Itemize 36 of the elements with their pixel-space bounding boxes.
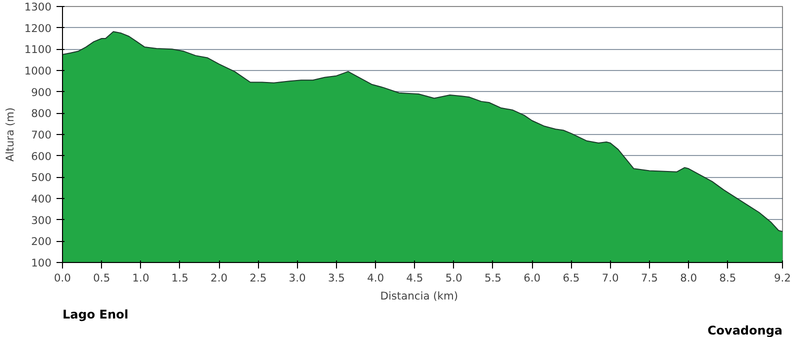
y-tick-label: 1000 [24, 64, 52, 78]
x-tick-label: 3.0 [288, 272, 306, 284]
y-tick-label: 800 [31, 107, 52, 120]
y-tick-label: 1200 [24, 22, 52, 35]
x-tick-label: 6.5 [562, 272, 580, 284]
y-tick-label: 100 [31, 256, 52, 270]
y-tick-label: 500 [31, 171, 52, 184]
x-tick-label: 0.0 [54, 272, 72, 284]
y-tick-label: 1100 [24, 43, 52, 56]
y-tick-label: 400 [31, 192, 52, 206]
text: Covadonga [707, 324, 783, 337]
y-tick-label: 300 [31, 214, 52, 227]
x-tick-label: 7.5 [640, 272, 658, 284]
text: Lago Enol [62, 308, 128, 322]
y-tick-label: 1300 [24, 0, 52, 14]
x-tick-label: 9.2 [774, 272, 791, 284]
y-tick-label: 600 [31, 150, 52, 163]
x-tick-label: 1.5 [171, 272, 188, 284]
x-tick-label: 1.0 [132, 272, 150, 284]
x-tick-label: 4.5 [406, 272, 424, 284]
y-tick-label: 700 [31, 128, 52, 142]
x-tick-label: 7.0 [602, 272, 620, 284]
x-tick-label: 5.5 [484, 272, 502, 284]
y-tick-label: 200 [31, 235, 52, 248]
x-tick-label: 8.5 [719, 272, 736, 284]
x-tick-label: 2.0 [210, 272, 228, 284]
x-axis-title: Distancia (km) [380, 290, 458, 302]
y-axis-title: Altura (m) [3, 107, 16, 162]
x-tick-label: 6.0 [524, 272, 541, 284]
x-tick-label: 4.0 [367, 272, 384, 284]
x-tick-label: 5.0 [445, 272, 462, 284]
x-tick-label: 2.5 [250, 272, 267, 284]
y-tick-label: 900 [31, 86, 52, 99]
x-tick-label: 3.5 [328, 272, 345, 284]
x-tick-label: 8.0 [680, 272, 698, 284]
x-tick-label: 0.5 [93, 272, 110, 284]
